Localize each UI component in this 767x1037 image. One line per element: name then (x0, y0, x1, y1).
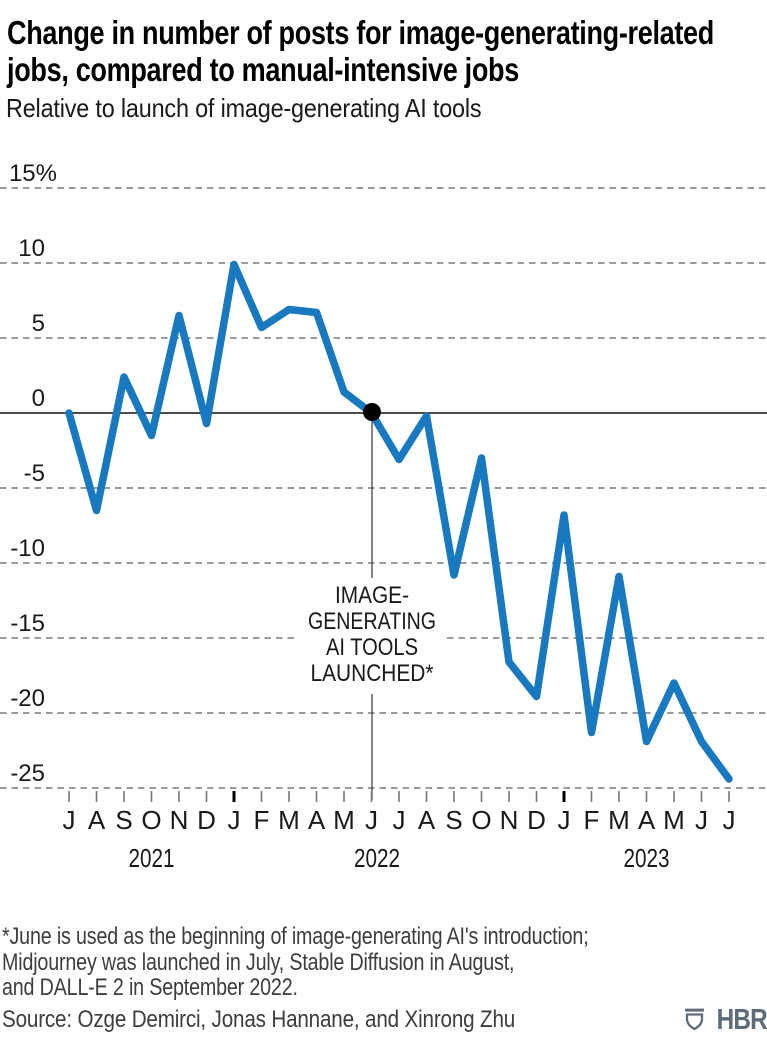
month-label: J (365, 805, 378, 835)
month-label: M (663, 805, 685, 835)
data-line (65, 260, 733, 783)
y-axis-label: -5 (24, 460, 45, 487)
month-label: A (308, 805, 326, 835)
source-row: Source: Ozge Demirci, Jonas Hannane, and… (2, 1004, 767, 1037)
month-label: M (333, 805, 355, 835)
source-credit: Source: Ozge Demirci, Jonas Hannane, and… (2, 1006, 516, 1033)
month-label: J (723, 805, 736, 835)
month-label: O (141, 805, 161, 835)
footnote-line-1: *June is used as the beginning of image-… (2, 923, 589, 950)
year-label: 2023 (624, 843, 670, 873)
month-label: D (527, 805, 546, 835)
month-label: J (558, 805, 571, 835)
month-label: N (170, 805, 189, 835)
page-title: Change in number of posts for image-gene… (7, 14, 714, 88)
page-subtitle: Relative to launch of image-generating A… (6, 93, 482, 123)
month-label: A (638, 805, 656, 835)
month-label: J (695, 805, 708, 835)
month-label: N (500, 805, 519, 835)
month-label: S (445, 805, 462, 835)
launch-annotation-text: GENERATING (308, 608, 436, 635)
month-label: D (197, 805, 216, 835)
month-label: A (418, 805, 436, 835)
footnote-line-2: Midjourney was launched in July, Stable … (2, 948, 515, 976)
y-axis-label: -20 (10, 685, 45, 712)
y-axis-label: 0 (32, 385, 45, 412)
page-title-line-1: Change in number of posts for image-gene… (7, 14, 714, 51)
y-axis-label: 5 (32, 310, 45, 337)
footnote-line-3: and DALL-E 2 in September 2022. (2, 974, 298, 1001)
page-title-line-2: jobs, compared to manual-intensive jobs (7, 51, 519, 88)
y-axis-label: 10 (18, 235, 45, 262)
hbr-logo-text: HBR (716, 1003, 767, 1036)
launch-annotation-text: AI TOOLS (326, 634, 418, 661)
month-label: S (115, 805, 132, 835)
month-label: M (608, 805, 630, 835)
footnote: *June is used as the beginning of image-… (2, 924, 589, 1001)
month-label: J (393, 805, 406, 835)
y-axis-label: -10 (10, 535, 45, 562)
month-label: M (278, 805, 300, 835)
hbr-logo: HBR (684, 1004, 767, 1037)
month-label: A (88, 805, 106, 835)
month-label: O (471, 805, 491, 835)
y-axis-label: -15 (10, 610, 45, 637)
launch-annotation-text: IMAGE- (335, 582, 409, 609)
y-axis-label: -25 (10, 760, 45, 787)
month-label: F (254, 805, 270, 835)
hbr-shield-icon (685, 1008, 705, 1031)
y-axis-label: 15% (9, 160, 57, 187)
launch-annotation-text: LAUNCHED* (311, 660, 434, 687)
month-label: J (228, 805, 241, 835)
year-label: 2022 (354, 843, 400, 873)
month-label: J (63, 805, 76, 835)
year-label: 2021 (129, 843, 175, 873)
launch-marker-dot (363, 403, 381, 421)
month-label: F (584, 805, 600, 835)
